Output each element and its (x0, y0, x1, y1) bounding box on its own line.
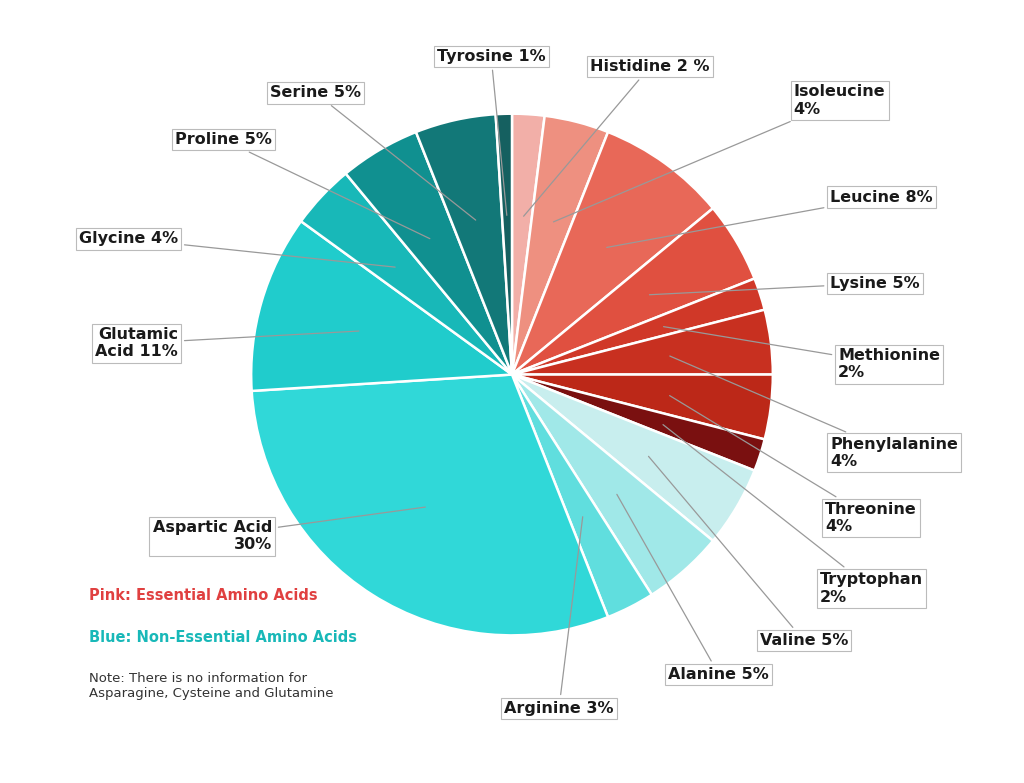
Wedge shape (346, 132, 512, 374)
Text: Proline 5%: Proline 5% (175, 132, 430, 239)
Text: Histidine 2 %: Histidine 2 % (523, 60, 710, 216)
Text: Tryptophan
2%: Tryptophan 2% (663, 424, 923, 604)
Wedge shape (416, 114, 512, 374)
Wedge shape (512, 116, 608, 374)
Wedge shape (251, 222, 512, 391)
Text: Leucine 8%: Leucine 8% (607, 189, 933, 247)
Wedge shape (512, 374, 713, 595)
Text: Isoleucine
4%: Isoleucine 4% (554, 85, 886, 222)
Wedge shape (252, 374, 608, 635)
Text: Pink: Essential Amino Acids: Pink: Essential Amino Acids (89, 589, 318, 604)
Text: Methionine
2%: Methionine 2% (664, 327, 940, 381)
Text: Glutamic
Acid 11%: Glutamic Acid 11% (95, 327, 359, 359)
Wedge shape (512, 374, 773, 439)
Wedge shape (512, 374, 755, 541)
Wedge shape (512, 208, 755, 374)
Wedge shape (496, 114, 512, 374)
Text: Aspartic Acid
30%: Aspartic Acid 30% (153, 507, 425, 553)
Text: Serine 5%: Serine 5% (269, 85, 476, 220)
Wedge shape (512, 114, 545, 374)
Text: Tyrosine 1%: Tyrosine 1% (437, 49, 546, 215)
Text: Blue: Non-Essential Amino Acids: Blue: Non-Essential Amino Acids (89, 630, 357, 645)
Text: Threonine
4%: Threonine 4% (670, 395, 916, 534)
Wedge shape (512, 374, 651, 617)
Text: Glycine 4%: Glycine 4% (79, 232, 395, 267)
Wedge shape (512, 132, 713, 374)
Text: Lysine 5%: Lysine 5% (649, 276, 920, 294)
Text: Alanine 5%: Alanine 5% (616, 494, 769, 682)
Text: Note: There is no information for
Asparagine, Cysteine and Glutamine: Note: There is no information for Aspara… (89, 672, 334, 700)
Text: Phenylalanine
4%: Phenylalanine 4% (670, 356, 958, 469)
Text: Valine 5%: Valine 5% (648, 456, 848, 648)
Wedge shape (512, 279, 765, 374)
Text: Arginine 3%: Arginine 3% (504, 517, 613, 716)
Wedge shape (512, 310, 773, 374)
Wedge shape (301, 174, 512, 374)
Wedge shape (512, 374, 765, 471)
